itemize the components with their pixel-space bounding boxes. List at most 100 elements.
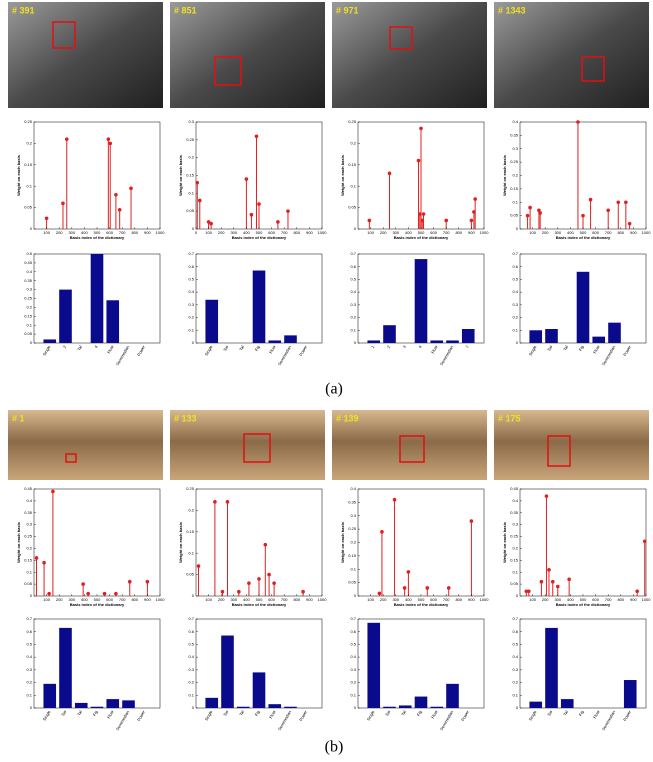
x-axis-label: Basis index of the dictionary (232, 235, 287, 240)
bar (383, 325, 396, 343)
x-tick-label: 300 (392, 230, 399, 235)
stem-head (257, 202, 261, 206)
x-tick-label: 1 (370, 344, 376, 349)
y-tick-label: 0.3 (26, 287, 32, 292)
x-tick-label: 800 (455, 230, 462, 235)
y-tick-label: 0.45 (510, 486, 519, 491)
y-tick-label: 0 (30, 593, 33, 598)
bar (90, 254, 104, 343)
stem-head (377, 591, 382, 596)
y-tick-label: 0.3 (26, 667, 32, 672)
x-tick-label: 700 (605, 597, 612, 602)
x-tick-label: 900 (144, 597, 151, 602)
y-axis-label: Weight on each basis (178, 154, 183, 196)
y-tick-label: 0.2 (512, 546, 518, 551)
y-tick-label: 0.1 (188, 327, 194, 332)
x-tick-label: 1000 (480, 597, 490, 602)
stem-head (446, 586, 451, 590)
x-tick-label: 800 (131, 597, 138, 602)
y-tick-label: 0.05 (186, 572, 195, 577)
x-tick-label: 2 (386, 344, 392, 349)
x-tick-label: 900 (468, 230, 475, 235)
y-tick-label: 0.05 (348, 580, 357, 585)
video-frame (332, 410, 487, 480)
y-tick-label: 0.6 (512, 264, 518, 269)
x-tick-label: Tal (76, 344, 83, 351)
y-tick-label: 0.25 (24, 534, 33, 539)
bar (529, 330, 543, 343)
x-axis-label: Basis index of the dictionary (394, 235, 449, 240)
stem-head (42, 560, 46, 565)
y-tick-label: 0.2 (350, 140, 356, 145)
y-tick-label: 0.05 (186, 208, 195, 213)
y-tick-label: 0.15 (348, 553, 357, 558)
x-tick-label: 1000 (642, 597, 652, 602)
y-tick-label: 0.25 (510, 159, 519, 164)
y-tick-label: 0.25 (186, 137, 195, 142)
y-axis-label: Weight on each basis (502, 154, 507, 196)
x-tick-label: 100 (205, 230, 212, 235)
y-tick-label: 0.35 (510, 132, 519, 137)
y-tick-label: 0.1 (512, 692, 518, 697)
y-tick-label: 0.5 (350, 276, 356, 281)
y-tick-label: 0.1 (26, 692, 32, 697)
x-tick-label: 100 (367, 230, 374, 235)
x-tick-label: 1000 (156, 230, 166, 235)
stem-head (51, 489, 55, 494)
x-tick-label: Semimedian (601, 710, 616, 732)
x-tick-label: 200 (380, 230, 387, 235)
x-tick-label: 200 (380, 597, 387, 602)
stem-head (544, 494, 549, 498)
bar (221, 635, 234, 708)
y-tick-label: 0.15 (510, 557, 519, 562)
bar (268, 340, 282, 343)
y-tick-label: 0.5 (188, 276, 194, 281)
y-tick-label: 0.4 (512, 498, 518, 503)
x-tick-label: 100 (43, 597, 50, 602)
bar (430, 340, 444, 343)
x-axis-label: Basis index of the dictionary (232, 602, 287, 607)
x-tick-label: 1000 (480, 230, 490, 235)
x-tick-label: 700 (443, 230, 450, 235)
stem-head (416, 158, 421, 163)
x-tick-label: 400 (405, 230, 412, 235)
stem-head (528, 205, 532, 210)
tracking-box (52, 21, 76, 49)
y-tick-label: 0.15 (24, 162, 33, 167)
y-tick-label: 0.25 (24, 119, 33, 124)
x-tick-label: 700 (281, 597, 288, 602)
y-tick-label: 0 (516, 593, 519, 598)
y-tick-label: 0.15 (24, 313, 33, 318)
x-tick-label: 400 (243, 597, 250, 602)
x-tick-label: Tal (562, 344, 569, 351)
y-tick-label: 0.3 (350, 302, 356, 307)
bar (59, 627, 72, 708)
y-tick-label: 0.6 (188, 629, 194, 634)
x-tick-label: Tal (238, 344, 245, 351)
x-tick-label: 300 (230, 230, 237, 235)
x-tick-label: Single (528, 344, 538, 357)
stem-head (387, 171, 392, 176)
bar (252, 672, 266, 708)
x-tick-label: 300 (68, 597, 75, 602)
x-tick-label: Fig (416, 710, 423, 717)
stem-head (301, 589, 305, 594)
stem-head (267, 572, 271, 577)
stem-head (367, 218, 372, 223)
stem-head (114, 591, 118, 596)
y-tick-label: 0.4 (188, 289, 194, 294)
x-tick-label: Fig (578, 710, 585, 717)
x-tick-label: Flow (592, 709, 601, 719)
x-axis-label: Basis index of the dictionary (556, 602, 611, 607)
bar (284, 335, 297, 343)
x-tick-label: Semimedian (439, 710, 454, 732)
stem-head (225, 500, 230, 504)
y-tick-label: 0.05 (510, 213, 519, 218)
bar (236, 706, 250, 708)
y-tick-label: 0.3 (512, 667, 518, 672)
frame-label: # 391 (12, 5, 35, 15)
x-tick-label: 3 (402, 344, 408, 349)
y-tick-label: 0.4 (26, 269, 32, 274)
x-axis-label: Basis index of the dictionary (556, 235, 611, 240)
